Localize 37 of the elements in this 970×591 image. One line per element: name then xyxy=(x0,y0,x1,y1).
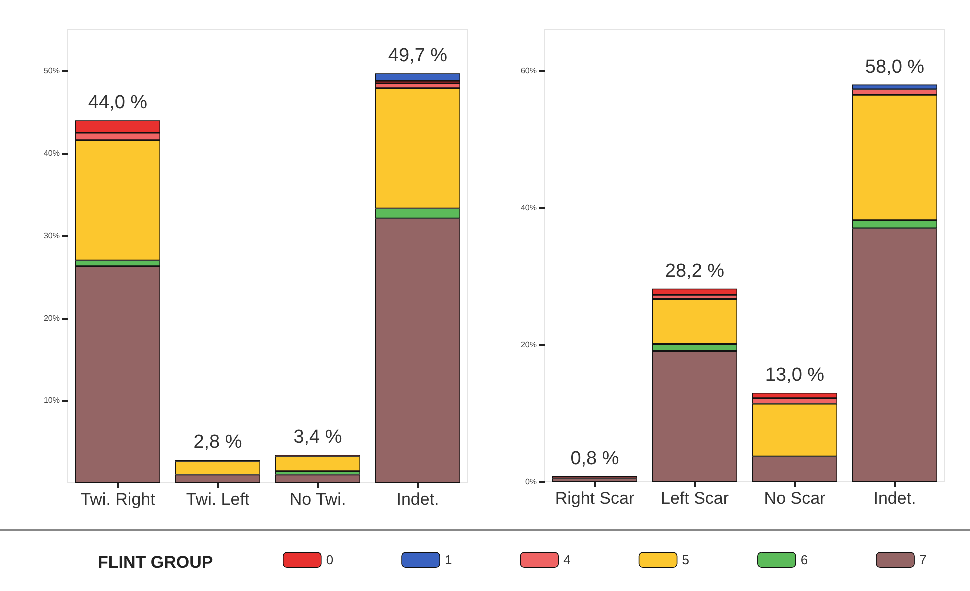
x-tick-label: No Twi. xyxy=(290,490,346,509)
legend-label: 1 xyxy=(445,552,452,568)
x-tick-label: Indet. xyxy=(396,490,440,509)
x-tick-label: Twi. Left xyxy=(186,490,250,509)
bar xyxy=(276,474,360,483)
x-tick-label: No Scar xyxy=(764,489,826,508)
legend-title: FLINT GROUP xyxy=(98,553,214,572)
y-tick-label: 50% xyxy=(44,66,60,76)
total-label: 2,8 % xyxy=(194,432,242,453)
bar xyxy=(652,288,738,296)
y-tick-label: 40% xyxy=(520,204,537,213)
bar xyxy=(376,74,460,82)
y-tick-label: 10% xyxy=(44,396,60,406)
legend-label: 6 xyxy=(800,552,808,568)
total-label: 3,4 % xyxy=(294,426,342,448)
x-tick-label: Left Scar xyxy=(660,489,730,508)
y-tick-label: 60% xyxy=(520,66,537,76)
total-label: 44,0 % xyxy=(88,92,148,114)
y-tick-label: 20% xyxy=(520,340,537,350)
total-label: 28,2 % xyxy=(665,260,725,282)
legend-label: 0 xyxy=(326,552,334,568)
legend-label: 4 xyxy=(564,552,571,568)
total-label: 49,7 % xyxy=(388,46,448,67)
total-label: 0,8 % xyxy=(570,448,620,470)
x-tick-label: Twi. Right xyxy=(80,490,156,509)
y-tick-label: 40% xyxy=(44,149,60,158)
bar xyxy=(276,456,360,472)
x-tick-label: Indet. xyxy=(874,489,916,508)
total-label: 58,0 % xyxy=(865,56,925,78)
y-tick-label: 0% xyxy=(525,478,537,486)
legend-label: 7 xyxy=(920,552,927,568)
y-tick-label: 30% xyxy=(44,231,60,240)
x-tick-label: Right Scar xyxy=(555,489,636,508)
bar xyxy=(552,478,638,482)
legend-label: 5 xyxy=(682,552,690,568)
total-label: 13,0 % xyxy=(765,364,825,386)
y-tick-label: 20% xyxy=(44,314,60,323)
